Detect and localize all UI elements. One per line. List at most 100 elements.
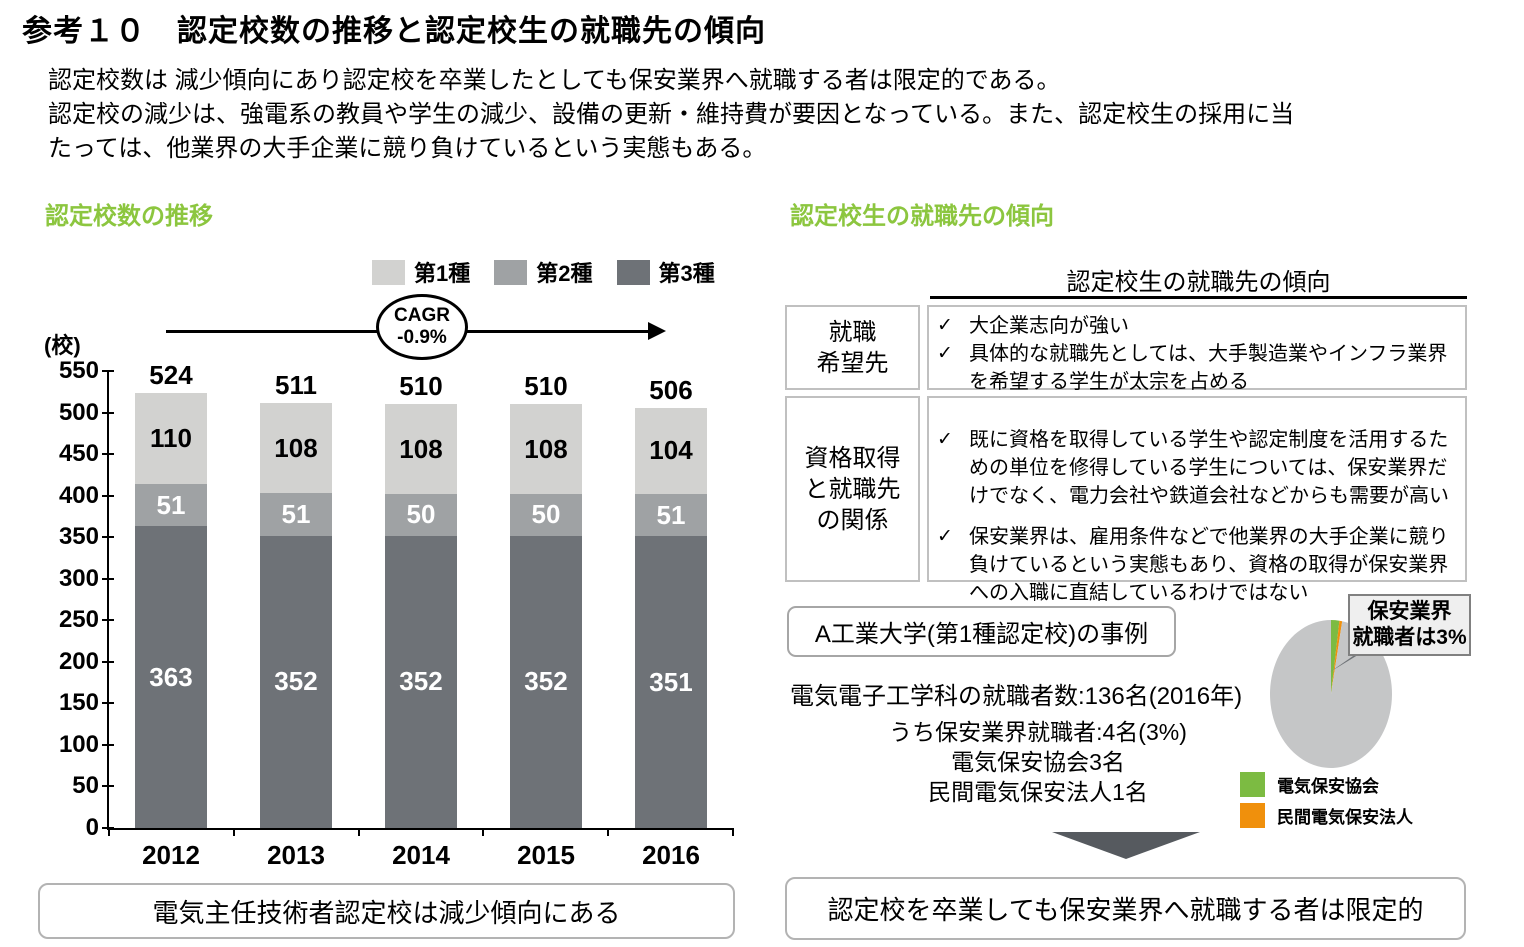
table-title-underline [930, 296, 1467, 299]
check-icon: ✓ [937, 526, 953, 547]
y-axis-tick-label: 400 [58, 481, 99, 509]
case-study-line2: うち保安業界就職者:4名(3%) [889, 719, 1187, 745]
pie-legend-swatch-green [1240, 772, 1265, 797]
legend-swatch-type2 [494, 259, 528, 285]
legend-swatch-type3 [616, 259, 650, 285]
bullet-point: ✓ 大企業志向が強い [929, 312, 1465, 340]
bar-segment-第1種: 108 [510, 404, 582, 494]
x-axis-category-label: 2014 [392, 840, 450, 870]
pie-callout: 保安業界 就職者は3% [1348, 594, 1471, 656]
stacked-bar-2014: 108 50 352 [385, 404, 457, 828]
x-axis-tick-mark [357, 828, 360, 836]
pie-slice-民間電気保安法人 [1331, 620, 1343, 694]
cagr-badge: CAGR -0.9% [376, 294, 468, 360]
table-row2-content: ✓ 既に資格を取得している学生や認定制度を活用するための単位を修得している学生に… [927, 396, 1467, 604]
bar-segment-第1種: 110 [135, 392, 207, 485]
legend-label-type1: 第1種 [414, 261, 471, 286]
table-row1-label: 就職 希望先 [785, 305, 920, 390]
pie-legend-item-orange: 民間電気保安法人 [1240, 803, 1413, 828]
x-axis-tick-mark [732, 828, 734, 836]
stacked-bar-2016: 104 51 351 [635, 407, 707, 828]
bar-total-label: 510 [399, 371, 443, 402]
table-row1-content: ✓ 大企業志向が強い ✓ 具体的な就職先としては、大手製造業やインフラ業界を希望… [927, 305, 1467, 393]
bar-segment-第3種: 352 [385, 535, 457, 828]
x-axis-category-label: 2015 [517, 840, 575, 870]
stacked-bar-chart: 0 50 100 150 200 250 300 350 400 450 500 550 110 51 36… [59, 357, 734, 870]
pie-slice-電気保安協会 [1331, 620, 1340, 694]
legend-item-type1: 第1種 [372, 256, 470, 288]
bullet-text: 大企業志向が強い [969, 315, 1129, 337]
bar-segment-第2種: 51 [135, 484, 207, 527]
y-axis-tick-label: 500 [58, 398, 99, 426]
x-axis-tick-mark [108, 828, 110, 836]
y-axis-tick-mark [102, 743, 114, 746]
y-axis-tick-mark [102, 536, 114, 539]
legend-swatch-type1 [372, 259, 405, 285]
bar-segment-第1種: 104 [635, 407, 707, 494]
bar-total-label: 510 [524, 371, 568, 402]
table-title: 認定校生の就職先の傾向 [1066, 269, 1331, 296]
legend-item-type3: 第3種 [616, 256, 715, 288]
right-conclusion-box: 認定校を卒業しても保安業界へ就職する者は限定的 [785, 877, 1466, 940]
bar-segment-第3種: 352 [260, 535, 332, 828]
y-axis-tick-label: 200 [58, 647, 99, 675]
bar-segment-第2種: 51 [635, 493, 707, 537]
trend-arrow-head-icon [648, 322, 666, 340]
down-arrow-icon [1052, 832, 1200, 859]
y-axis-tick-label: 0 [85, 814, 99, 841]
y-axis-tick-mark [102, 453, 114, 456]
bar-segment-第1種: 108 [385, 404, 457, 494]
bar-segment-第2種: 51 [260, 493, 332, 536]
case-study-line4: 民間電気保安法人1名 [928, 779, 1148, 805]
x-axis-tick-mark [482, 828, 485, 836]
y-axis-tick-label: 550 [58, 357, 99, 384]
bar-segment-第3種: 351 [635, 536, 707, 828]
y-axis-tick-mark [102, 785, 114, 788]
x-axis-tick-mark [232, 828, 235, 836]
bullet-text: 既に資格を取得している学生や認定制度を活用するための単位を修得している学生につい… [969, 429, 1449, 507]
bar-segment-第3種: 352 [510, 535, 582, 828]
intro-paragraph: 認定校数は 減少傾向にあり認定校を卒業したとしても保安業界へ就職する者は限定的で… [48, 67, 1295, 162]
bar-total-label: 511 [275, 370, 317, 401]
pie-legend-item-green: 電気保安協会 [1240, 772, 1413, 797]
y-axis-unit-label: (校) [44, 333, 81, 358]
x-axis-tick-mark [607, 828, 610, 836]
bar-total-label: 506 [649, 374, 693, 405]
stacked-bar-2013: 108 51 352 [260, 403, 332, 828]
bar-segment-第2種: 50 [510, 494, 582, 536]
pie-legend: 電気保安協会 民間電気保安法人 [1240, 772, 1413, 834]
bar-segment-第1種: 108 [260, 403, 332, 494]
legend-item-type2: 第2種 [494, 256, 593, 288]
y-axis-tick-label: 300 [58, 564, 99, 592]
y-axis-tick-mark [102, 702, 114, 705]
case-study-line3: 電気保安協会3名 [951, 749, 1125, 775]
y-axis-tick-mark [102, 619, 114, 622]
right-section-title: 認定校生の就職先の傾向 [790, 203, 1054, 230]
check-icon: ✓ [937, 429, 953, 450]
check-icon: ✓ [937, 343, 953, 364]
left-conclusion-box: 電気主任技術者認定校は減少傾向にある [38, 883, 735, 939]
bullet-text: 具体的な就職先としては、大手製造業やインフラ業界を希望する学生が太宗を占める [969, 343, 1448, 393]
y-axis-tick-mark [102, 494, 114, 497]
table-row2-label: 資格取得 と就職先 の関係 [785, 396, 920, 582]
case-study-details: うち保安業界就職者:4名(3%) 電気保安協会3名 民間電気保安法人1名 [838, 717, 1238, 807]
bullet-point: ✓ 既に資格を取得している学生や認定制度を活用するための単位を修得している学生に… [929, 426, 1465, 510]
bar-total-label: 524 [149, 359, 193, 390]
y-axis-tick-label: 350 [58, 523, 99, 551]
y-axis-tick-mark [102, 660, 114, 663]
y-axis-tick-label: 250 [58, 606, 99, 634]
bullet-point: ✓ 具体的な就職先としては、大手製造業やインフラ業界を希望する学生が太宗を占める [929, 340, 1465, 396]
pie-legend-label-green: 電気保安協会 [1277, 777, 1379, 796]
legend-label-type2: 第2種 [536, 261, 593, 286]
stacked-bar-2015: 108 50 352 [510, 404, 582, 828]
x-axis-category-label: 2016 [642, 840, 700, 870]
bar-segment-第3種: 363 [135, 526, 207, 828]
case-study-box: A工業大学(第1種認定校)の事例 [787, 606, 1176, 657]
pie-slice-その他 [1270, 620, 1393, 768]
bullet-point: ✓ 保安業界は、雇用条件などで他業界の大手企業に競り負けているという実態もあり、… [929, 523, 1465, 607]
legend-label-type3: 第3種 [658, 261, 715, 286]
page-title: 参考１０ 認定校数の推移と認定校生の就職先の傾向 [22, 15, 766, 48]
y-axis-tick-label: 50 [72, 772, 99, 800]
bullet-text: 保安業界は、雇用条件などで他業界の大手企業に競り負けているという実態もあり、資格… [969, 526, 1449, 604]
